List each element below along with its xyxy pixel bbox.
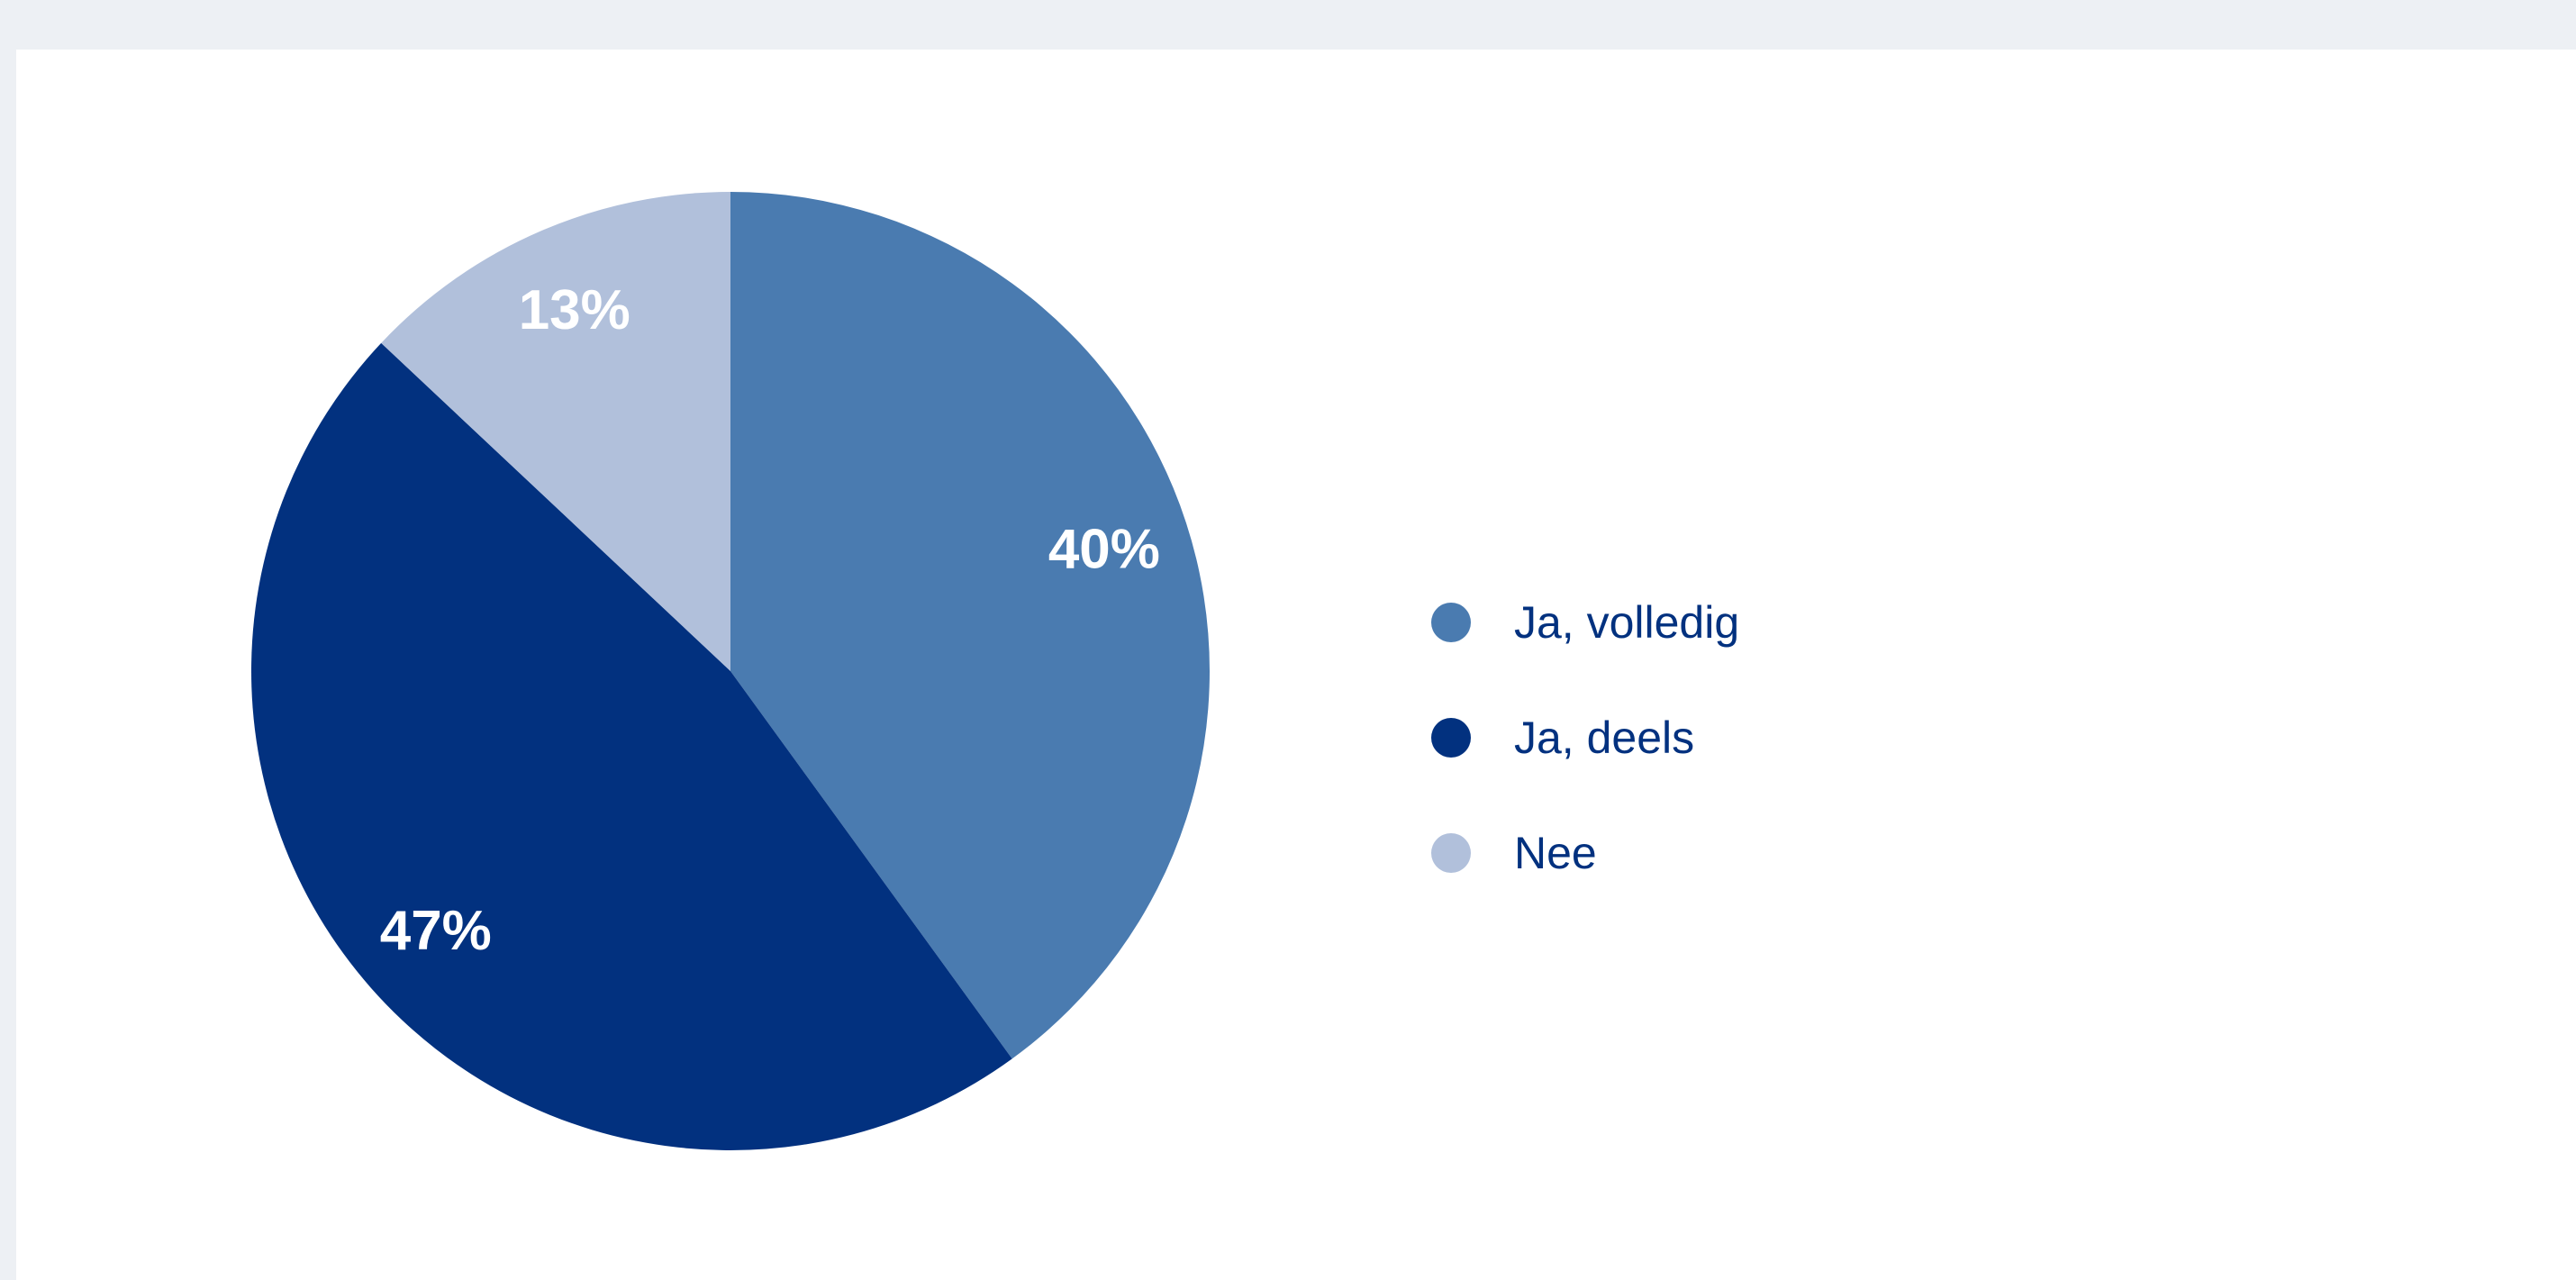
slice-label-ja-deels: 47% bbox=[380, 900, 492, 962]
legend-swatch-ja-deels bbox=[1431, 718, 1471, 758]
legend-item-ja-volledig[interactable]: Ja, volledig bbox=[1431, 565, 1739, 680]
pie-slice-ja-volledig[interactable] bbox=[730, 192, 1211, 1059]
legend-label-ja-volledig: Ja, volledig bbox=[1514, 597, 1740, 648]
slice-label-ja-volledig: 40% bbox=[1048, 519, 1160, 581]
pie-labels: 40% 47% 13% bbox=[380, 279, 1160, 962]
pie-chart: 40% 47% 13% bbox=[250, 192, 1211, 1151]
legend-label-nee: Nee bbox=[1514, 828, 1597, 878]
legend-label-ja-deels: Ja, deels bbox=[1514, 713, 1695, 763]
chart-card: 40% 47% 13% Ja, volledig Ja, deels Nee bbox=[16, 50, 2576, 1280]
pie-slice-ja-deels[interactable] bbox=[250, 342, 1012, 1151]
slice-label-nee: 13% bbox=[519, 279, 630, 341]
chart-legend: Ja, volledig Ja, deels Nee bbox=[1431, 565, 1739, 911]
legend-item-nee[interactable]: Nee bbox=[1431, 795, 1739, 911]
legend-swatch-nee bbox=[1431, 833, 1471, 873]
legend-swatch-ja-volledig bbox=[1431, 603, 1471, 642]
pie-slice-nee[interactable] bbox=[381, 192, 730, 671]
pie-slices bbox=[250, 192, 1211, 1151]
legend-item-ja-deels[interactable]: Ja, deels bbox=[1431, 680, 1739, 795]
